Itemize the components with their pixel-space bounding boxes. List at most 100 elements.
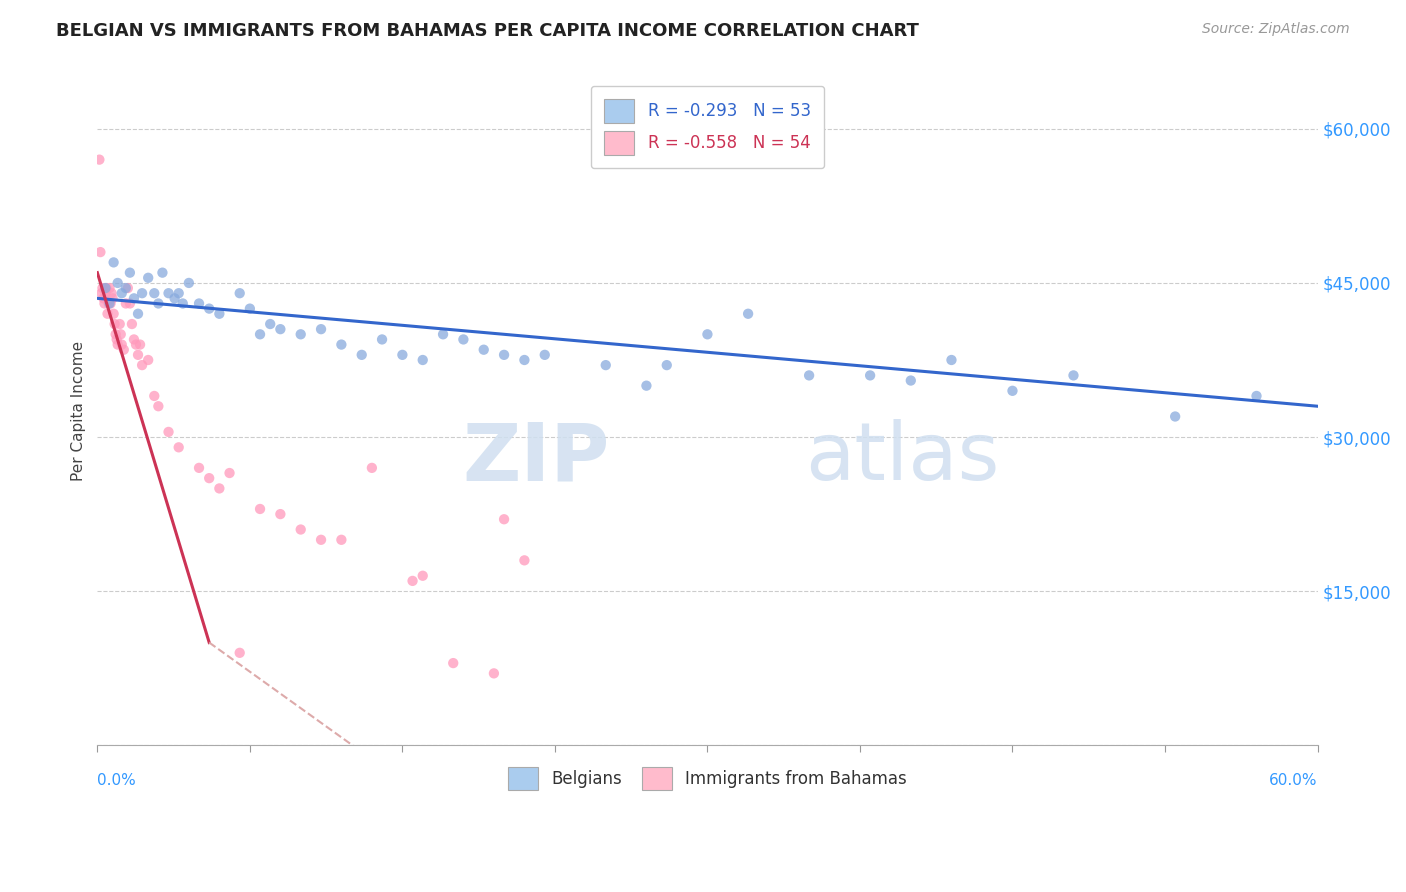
Point [188, 461, 211, 475]
Point [900, 374, 922, 388]
Point [104, 317, 127, 331]
Point [172, 296, 194, 310]
Point [91, 281, 114, 295]
Point [98, 296, 121, 310]
Point [432, 327, 454, 342]
Point [1164, 409, 1187, 424]
Point [228, 646, 250, 660]
Point [111, 337, 134, 351]
Point [269, 322, 291, 336]
Point [127, 307, 149, 321]
Point [513, 353, 536, 368]
Point [96, 307, 118, 321]
Point [96, 281, 118, 295]
Point [482, 666, 505, 681]
Point [513, 553, 536, 567]
Point [131, 286, 153, 301]
Point [127, 348, 149, 362]
Point [309, 322, 332, 336]
Point [441, 656, 464, 670]
Point [118, 296, 141, 310]
Point [208, 482, 231, 496]
Point [290, 523, 312, 537]
Point [129, 337, 152, 351]
Point [143, 389, 166, 403]
Point [494, 348, 516, 362]
Legend: Belgians, Immigrants from Bahamas: Belgians, Immigrants from Bahamas [495, 754, 921, 804]
Point [249, 327, 271, 342]
Point [111, 286, 134, 301]
Point [401, 574, 423, 588]
Point [94, 281, 117, 295]
Point [453, 333, 475, 347]
Point [167, 286, 190, 301]
Point [100, 286, 122, 301]
Point [290, 327, 312, 342]
Point [103, 255, 125, 269]
Point [163, 291, 186, 305]
Point [118, 266, 141, 280]
Point [391, 348, 413, 362]
Point [100, 296, 122, 310]
Text: BELGIAN VS IMMIGRANTS FROM BAHAMAS PER CAPITA INCOME CORRELATION CHART: BELGIAN VS IMMIGRANTS FROM BAHAMAS PER C… [56, 22, 920, 40]
Point [737, 307, 759, 321]
Point [218, 466, 240, 480]
Point [107, 276, 129, 290]
Point [472, 343, 495, 357]
Point [941, 353, 963, 368]
Point [167, 440, 190, 454]
Point [228, 286, 250, 301]
Point [136, 353, 159, 368]
Point [148, 399, 170, 413]
Point [330, 533, 353, 547]
Point [104, 327, 127, 342]
Point [90, 286, 112, 301]
Point [117, 281, 139, 295]
Point [108, 317, 131, 331]
Point [1063, 368, 1085, 383]
Point [533, 348, 555, 362]
Point [259, 317, 281, 331]
Point [269, 507, 291, 521]
Point [122, 291, 145, 305]
Point [198, 471, 221, 485]
Point [122, 333, 145, 347]
Point [107, 337, 129, 351]
Point [114, 296, 136, 310]
Point [103, 307, 125, 321]
Text: ZIP: ZIP [463, 419, 610, 497]
Point [89, 245, 111, 260]
Point [89, 153, 111, 167]
Point [208, 307, 231, 321]
Point [136, 270, 159, 285]
Y-axis label: Per Capita Income: Per Capita Income [72, 342, 86, 482]
Point [97, 296, 120, 310]
Point [859, 368, 882, 383]
Point [121, 317, 143, 331]
Point [157, 286, 180, 301]
Point [494, 512, 516, 526]
Text: atlas: atlas [806, 419, 1000, 497]
Point [148, 296, 170, 310]
Point [696, 327, 718, 342]
Point [131, 358, 153, 372]
Point [114, 281, 136, 295]
Point [188, 296, 211, 310]
Point [152, 266, 174, 280]
Point [101, 291, 124, 305]
Point [198, 301, 221, 316]
Point [239, 301, 262, 316]
Point [595, 358, 617, 372]
Point [361, 461, 384, 475]
Point [105, 333, 128, 347]
Text: Source: ZipAtlas.com: Source: ZipAtlas.com [1202, 22, 1350, 37]
Text: 0.0%: 0.0% [97, 773, 136, 789]
Point [1001, 384, 1024, 398]
Point [797, 368, 820, 383]
Point [412, 353, 434, 368]
Point [112, 343, 135, 357]
Point [249, 502, 271, 516]
Point [350, 348, 373, 362]
Text: 60.0%: 60.0% [1270, 773, 1317, 789]
Point [1246, 389, 1268, 403]
